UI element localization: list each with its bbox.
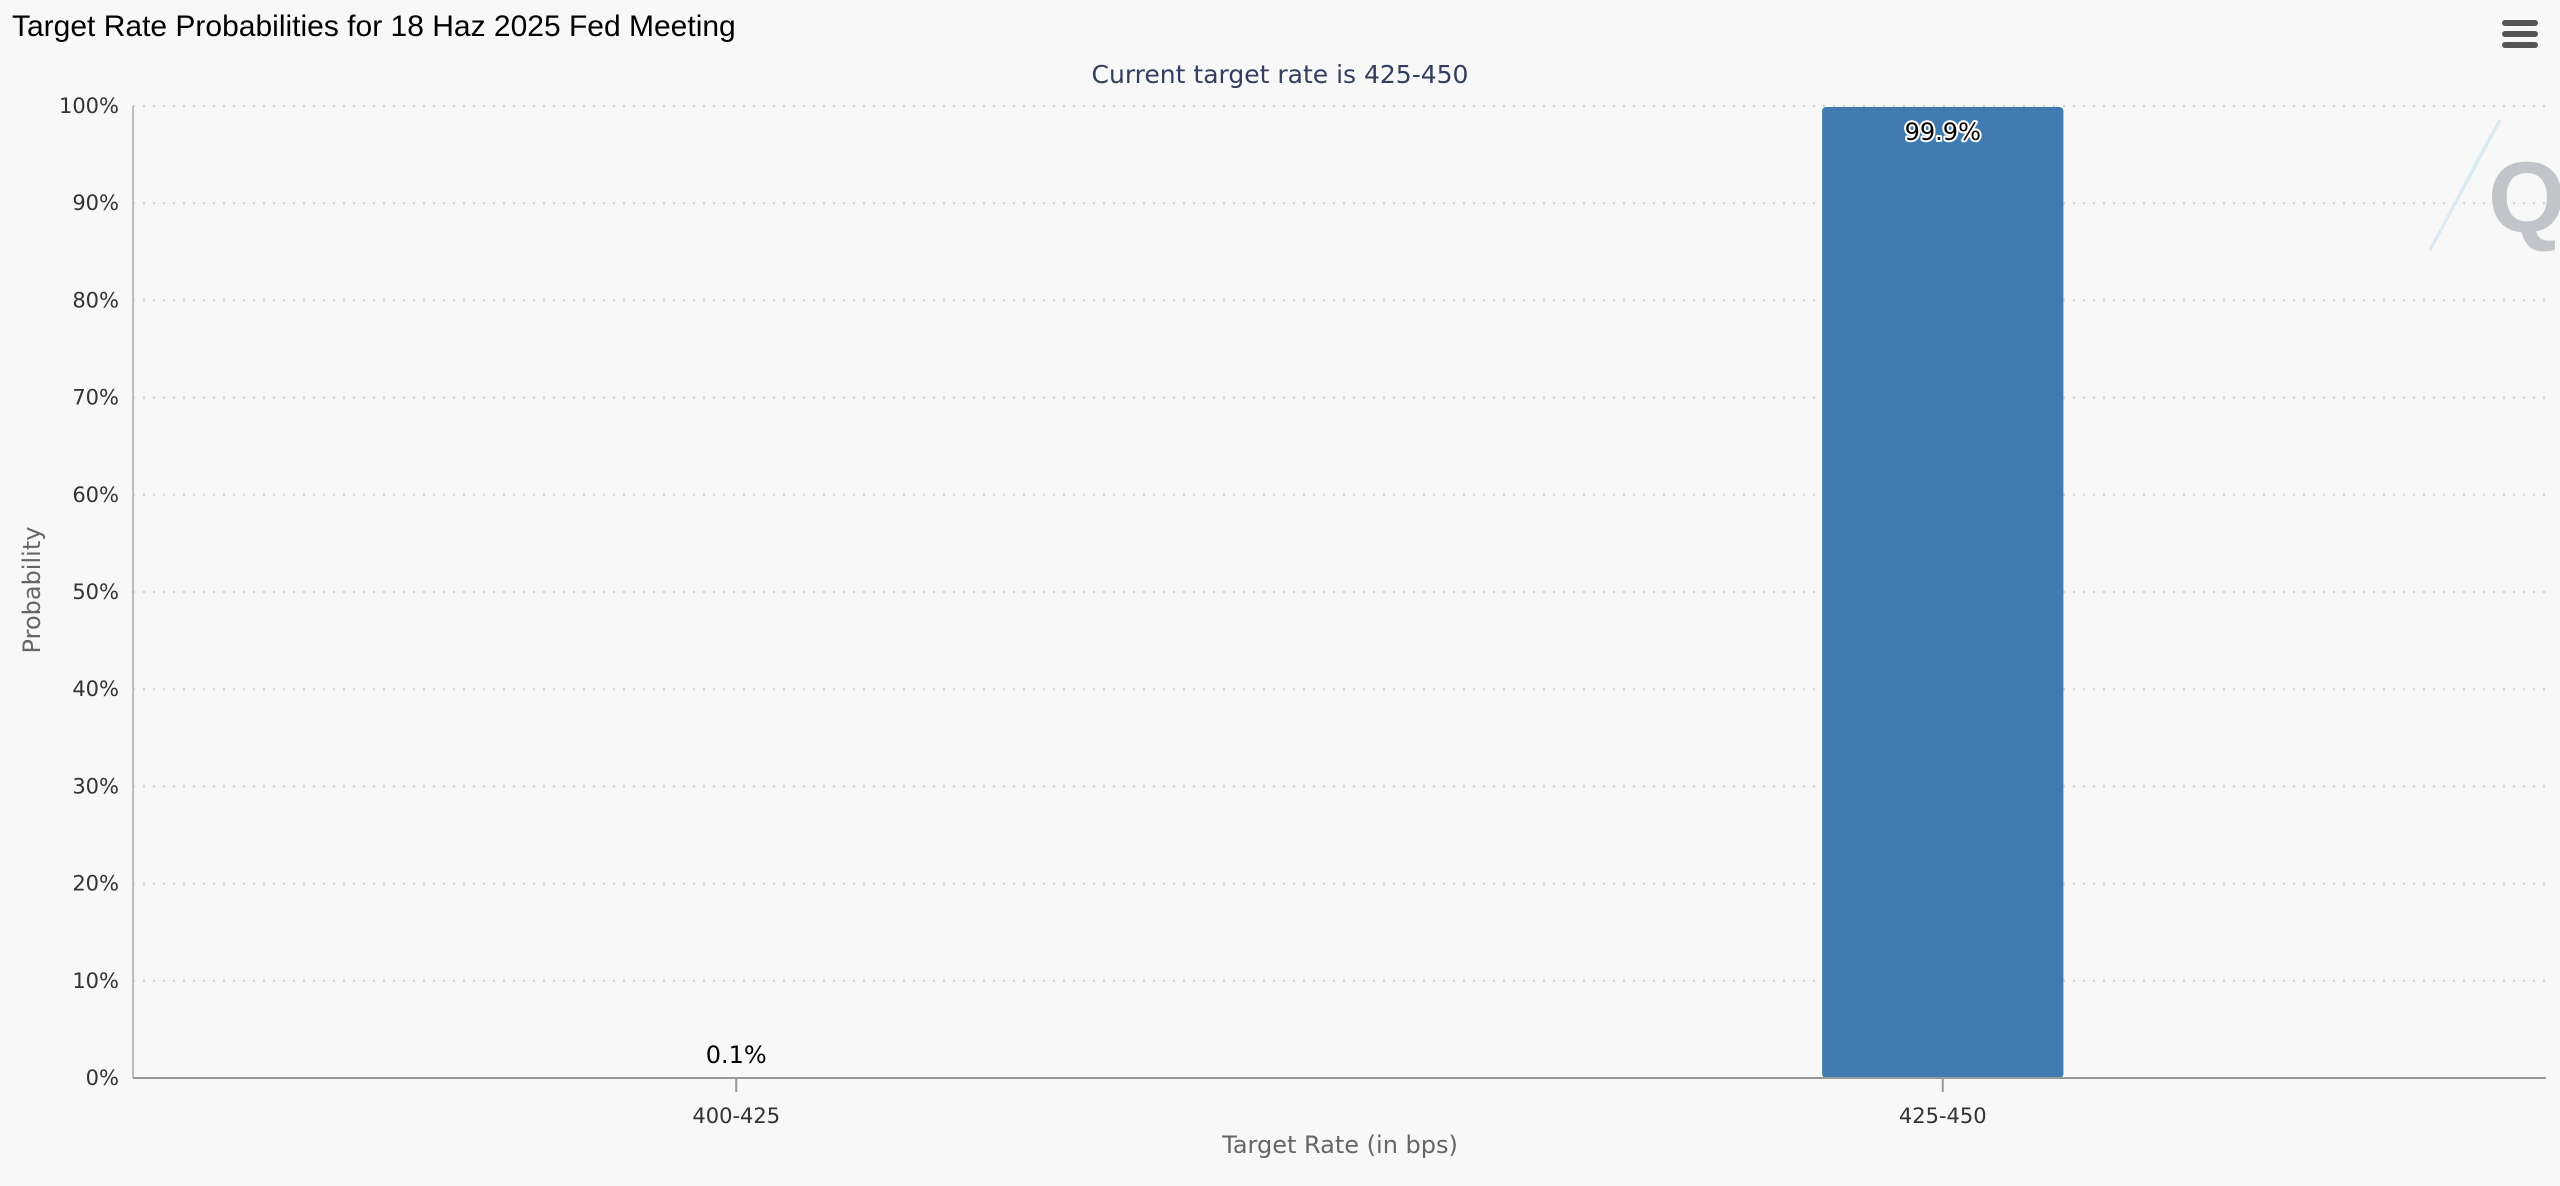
y-axis-title: Probability [18,527,46,654]
y-tick-label: 50% [72,580,119,604]
y-tick-label: 70% [72,386,119,410]
x-axis-title: Target Rate (in bps) [1221,1131,1458,1159]
data-label: 0.1% [706,1041,767,1069]
y-tick-label: 80% [72,288,119,312]
y-tick-label: 90% [72,191,119,215]
bars [615,106,2064,1079]
data-label: 99.9% [1905,118,1981,146]
y-axis: 0% 10% 20% 30% 40% 50% 60% 70% 80% 90% 100% [59,94,134,1090]
bar-425-450[interactable] [1822,106,2064,1079]
y-tick-label: 100% [59,94,119,118]
hamburger-menu-icon[interactable] [2502,20,2538,50]
y-tick-label: 60% [72,483,119,507]
chart-subtitle: Current target rate is 425-450 [1091,60,1469,89]
watermark-letter: Q [2488,142,2560,254]
y-tick-label: 40% [72,677,119,701]
y-tick-label: 30% [72,774,119,798]
grid-lines [133,105,2546,982]
x-tick-label: 425-450 [1899,1104,1987,1128]
y-tick-label: 10% [72,969,119,993]
y-tick-label: 20% [72,872,119,896]
page-title: Target Rate Probabilities for 18 Haz 202… [12,10,736,43]
y-tick-label: 0% [86,1066,119,1090]
quikstrike-logo-icon: Q [2428,119,2560,254]
data-labels: 0.1% 99.9% [706,116,1983,1069]
x-tick-label: 400-425 [692,1104,780,1128]
x-axis: 400-425 425-450 [133,1077,2546,1128]
